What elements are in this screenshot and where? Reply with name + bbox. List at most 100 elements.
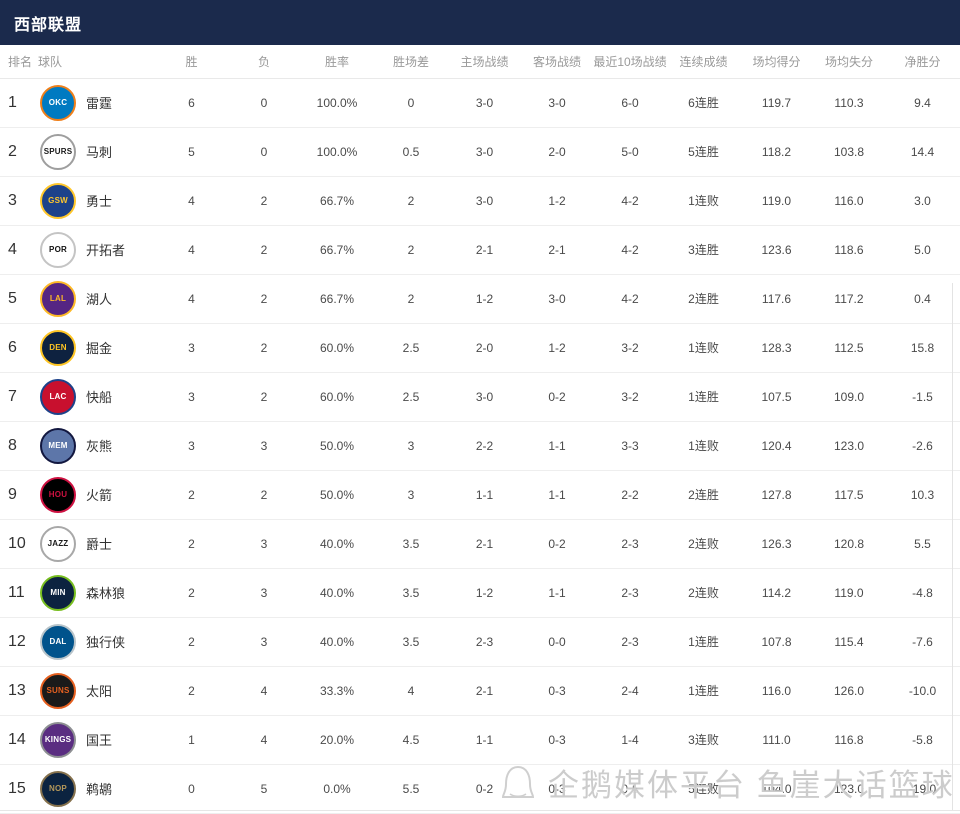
last10-record-cell: 3-2 (593, 372, 667, 422)
team-cell: SPURS 马刺 (38, 127, 155, 177)
team-cell: OKC 雷霆 (38, 78, 155, 128)
team-name: 火箭 (86, 488, 113, 503)
rank-cell: 5 (0, 274, 38, 324)
points-per-game-cell: 119.0 (740, 176, 813, 226)
win-pct-cell: 66.7% (300, 274, 374, 324)
last10-record-cell: 2-4 (593, 666, 667, 716)
team-name: 鹈鹕 (86, 782, 113, 797)
column-header-team: 球队 (38, 45, 155, 79)
conference-header-bar: 西部联盟 (0, 0, 960, 45)
home-record-cell: 0-2 (448, 764, 521, 814)
team-name: 太阳 (86, 684, 113, 699)
home-record-cell: 2-1 (448, 225, 521, 275)
table-row: 1 OKC 雷霆 6 0 100.0% 0 3-0 3-0 6-0 6连胜 119.7 110.3 9.4 (0, 78, 960, 128)
losses-cell: 3 (228, 617, 300, 667)
rank-cell: 2 (0, 127, 38, 177)
points-allowed-cell: 123.0 (813, 764, 885, 814)
rank-cell: 1 (0, 78, 38, 128)
home-record-cell: 3-0 (448, 372, 521, 422)
win-pct-cell: 100.0% (300, 127, 374, 177)
games-behind-cell: 2 (374, 225, 448, 275)
column-header-win-pct: 胜率 (300, 45, 374, 79)
points-allowed-cell: 120.8 (813, 519, 885, 569)
team-cell: JAZZ 爵士 (38, 519, 155, 569)
win-pct-cell: 60.0% (300, 323, 374, 373)
team-logo-icon: SUNS (40, 672, 76, 709)
rank-cell: 7 (0, 372, 38, 422)
team: LAC 快船 (38, 378, 155, 415)
points-allowed-cell: 119.0 (813, 568, 885, 618)
rank-cell: 6 (0, 323, 38, 373)
games-behind-cell: 2.5 (374, 323, 448, 373)
games-behind-cell: 3.5 (374, 617, 448, 667)
away-record-cell: 0-2 (521, 372, 593, 422)
column-header-point-diff: 净胜分 (885, 45, 960, 79)
team: POR 开拓者 (38, 231, 155, 268)
team-name: 勇士 (86, 194, 113, 209)
team-cell: DAL 独行侠 (38, 617, 155, 667)
losses-cell: 2 (228, 176, 300, 226)
point-diff-cell: 5.5 (885, 519, 960, 569)
last10-record-cell: 2-3 (593, 617, 667, 667)
points-allowed-cell: 117.5 (813, 470, 885, 520)
points-per-game-cell: 128.3 (740, 323, 813, 373)
streak-cell: 3连胜 (667, 225, 740, 275)
streak-cell: 3连败 (667, 715, 740, 765)
points-per-game-cell: 111.0 (740, 715, 813, 765)
last10-record-cell: 0-5 (593, 764, 667, 814)
away-record-cell: 1-2 (521, 176, 593, 226)
points-allowed-cell: 116.0 (813, 176, 885, 226)
away-record-cell: 3-0 (521, 78, 593, 128)
team: MEM 灰熊 (38, 427, 155, 464)
table-row: 3 GSW 勇士 4 2 66.7% 2 3-0 1-2 4-2 1连败 119.0 116.0 3.0 (0, 176, 960, 226)
points-allowed-cell: 123.0 (813, 421, 885, 471)
point-diff-cell: -4.8 (885, 568, 960, 618)
games-behind-cell: 2 (374, 274, 448, 324)
points-allowed-cell: 115.4 (813, 617, 885, 667)
points-per-game-cell: 123.6 (740, 225, 813, 275)
last10-record-cell: 4-2 (593, 176, 667, 226)
home-record-cell: 1-2 (448, 568, 521, 618)
team-name: 爵士 (86, 537, 113, 552)
win-pct-cell: 40.0% (300, 568, 374, 618)
games-behind-cell: 3 (374, 470, 448, 520)
team: GSW 勇士 (38, 182, 155, 219)
points-per-game-cell: 126.3 (740, 519, 813, 569)
team: SPURS 马刺 (38, 133, 155, 170)
wins-cell: 2 (155, 519, 228, 569)
streak-cell: 6连胜 (667, 78, 740, 128)
point-diff-cell: -7.6 (885, 617, 960, 667)
team-cell: HOU 火箭 (38, 470, 155, 520)
team: SUNS 太阳 (38, 672, 155, 709)
wins-cell: 3 (155, 323, 228, 373)
streak-cell: 2连胜 (667, 274, 740, 324)
streak-cell: 5连胜 (667, 127, 740, 177)
win-pct-cell: 100.0% (300, 78, 374, 128)
wins-cell: 4 (155, 225, 228, 275)
point-diff-cell: 3.0 (885, 176, 960, 226)
team-logo-icon: GSW (40, 182, 76, 219)
table-row: 5 LAL 湖人 4 2 66.7% 2 1-2 3-0 4-2 2连胜 117.6 117.2 0.4 (0, 274, 960, 324)
wins-cell: 3 (155, 372, 228, 422)
team-logo-icon: DEN (40, 329, 76, 366)
wins-cell: 4 (155, 176, 228, 226)
page-title: 西部联盟 (14, 16, 83, 34)
right-divider (952, 283, 953, 810)
home-record-cell: 2-1 (448, 666, 521, 716)
home-record-cell: 1-1 (448, 470, 521, 520)
team-logo-icon: JAZZ (40, 525, 76, 562)
rank-cell: 15 (0, 764, 38, 814)
last10-record-cell: 2-2 (593, 470, 667, 520)
team-logo-icon: HOU (40, 476, 76, 513)
rank-cell: 13 (0, 666, 38, 716)
rank-cell: 11 (0, 568, 38, 618)
streak-cell: 1连败 (667, 176, 740, 226)
away-record-cell: 3-0 (521, 274, 593, 324)
losses-cell: 2 (228, 274, 300, 324)
losses-cell: 3 (228, 568, 300, 618)
losses-cell: 0 (228, 78, 300, 128)
point-diff-cell: -1.5 (885, 372, 960, 422)
rank-cell: 3 (0, 176, 38, 226)
wins-cell: 1 (155, 715, 228, 765)
